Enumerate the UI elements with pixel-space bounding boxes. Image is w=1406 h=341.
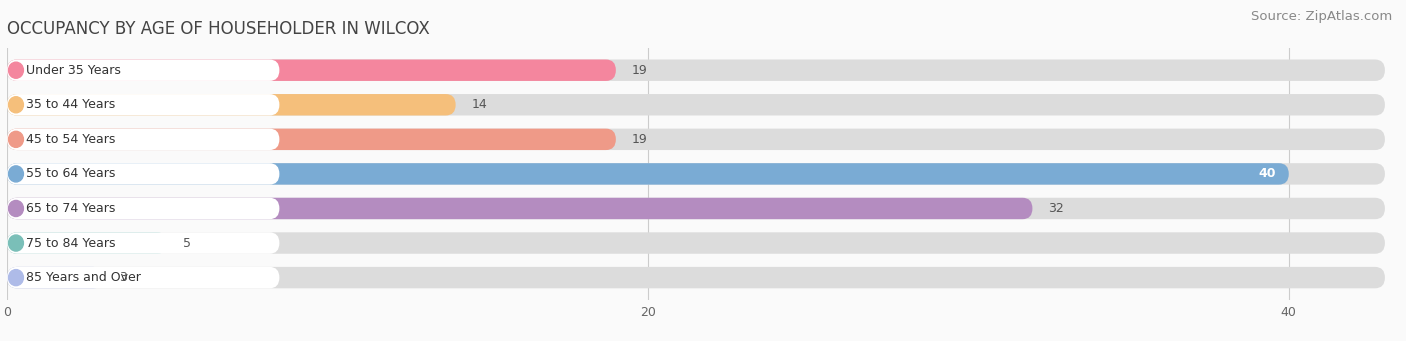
FancyBboxPatch shape xyxy=(7,94,1385,116)
FancyBboxPatch shape xyxy=(7,163,1385,184)
FancyBboxPatch shape xyxy=(7,94,456,116)
Circle shape xyxy=(8,201,24,217)
Text: 35 to 44 Years: 35 to 44 Years xyxy=(25,98,115,111)
Circle shape xyxy=(8,131,24,147)
Text: 3: 3 xyxy=(120,271,127,284)
Text: Under 35 Years: Under 35 Years xyxy=(25,64,121,77)
FancyBboxPatch shape xyxy=(7,232,1385,254)
FancyBboxPatch shape xyxy=(7,232,167,254)
Text: 55 to 64 Years: 55 to 64 Years xyxy=(25,167,115,180)
Text: 85 Years and Over: 85 Years and Over xyxy=(25,271,141,284)
FancyBboxPatch shape xyxy=(7,59,616,81)
FancyBboxPatch shape xyxy=(7,267,280,288)
FancyBboxPatch shape xyxy=(7,94,280,116)
Text: 40: 40 xyxy=(1258,167,1277,180)
Circle shape xyxy=(8,270,24,286)
Circle shape xyxy=(8,235,24,251)
FancyBboxPatch shape xyxy=(7,129,280,150)
Text: OCCUPANCY BY AGE OF HOUSEHOLDER IN WILCOX: OCCUPANCY BY AGE OF HOUSEHOLDER IN WILCO… xyxy=(7,20,430,38)
Text: 75 to 84 Years: 75 to 84 Years xyxy=(25,237,115,250)
Text: 32: 32 xyxy=(1049,202,1064,215)
FancyBboxPatch shape xyxy=(7,267,103,288)
FancyBboxPatch shape xyxy=(7,267,1385,288)
FancyBboxPatch shape xyxy=(7,59,280,81)
FancyBboxPatch shape xyxy=(7,198,1032,219)
Text: 19: 19 xyxy=(631,133,648,146)
Circle shape xyxy=(8,97,24,113)
Circle shape xyxy=(8,166,24,182)
FancyBboxPatch shape xyxy=(7,163,280,184)
FancyBboxPatch shape xyxy=(7,163,1289,184)
Circle shape xyxy=(8,62,24,78)
FancyBboxPatch shape xyxy=(7,232,280,254)
Text: 5: 5 xyxy=(183,237,191,250)
Text: Source: ZipAtlas.com: Source: ZipAtlas.com xyxy=(1251,10,1392,23)
FancyBboxPatch shape xyxy=(7,129,616,150)
FancyBboxPatch shape xyxy=(7,198,1385,219)
Text: 45 to 54 Years: 45 to 54 Years xyxy=(25,133,115,146)
FancyBboxPatch shape xyxy=(7,198,280,219)
Text: 14: 14 xyxy=(471,98,488,111)
FancyBboxPatch shape xyxy=(7,129,1385,150)
FancyBboxPatch shape xyxy=(7,59,1385,81)
Text: 19: 19 xyxy=(631,64,648,77)
Text: 65 to 74 Years: 65 to 74 Years xyxy=(25,202,115,215)
